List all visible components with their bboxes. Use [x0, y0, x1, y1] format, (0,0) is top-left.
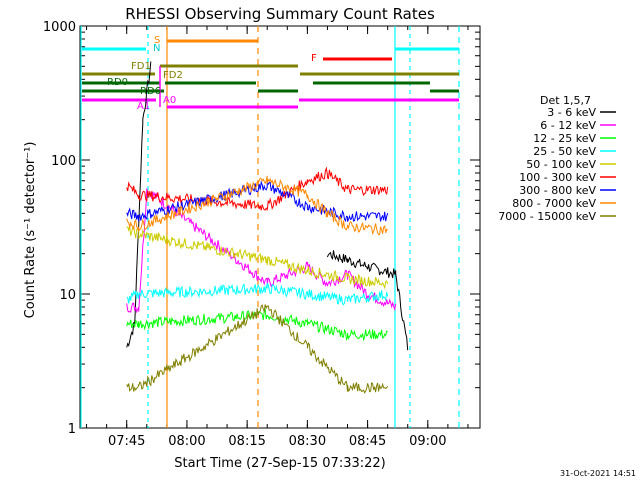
axes: 1 10 100 1000 07:45 08:00 08:15 08:30 08:45 09:00: [43, 20, 480, 449]
legend-entry: 800 - 7000 keV: [512, 197, 616, 210]
footer-timestamp: 31-Oct-2021 14:51: [560, 469, 636, 478]
annotation-n: N: [153, 43, 160, 54]
legend-entry: 7000 - 15000 keV: [498, 210, 616, 223]
x-tick-label: 08:00: [168, 434, 205, 449]
series-line-3: [126, 282, 389, 306]
legend-entry: 25 - 50 keV: [533, 145, 616, 158]
series-line-4: [126, 225, 389, 290]
legend-label: 100 - 300 keV: [519, 171, 596, 184]
series-line-2: [126, 307, 388, 342]
annotation-rd6: RD6: [140, 86, 161, 97]
legend-title: Det 1,5,7: [540, 94, 591, 107]
y-tick-label: 1: [68, 422, 76, 437]
y-tick-label: 10: [59, 288, 76, 303]
y-tick-label: 100: [51, 154, 76, 169]
attenuator-lines: [80, 26, 460, 428]
legend-label: 25 - 50 keV: [533, 145, 596, 158]
legend-label: 300 - 800 keV: [519, 184, 596, 197]
legend-entry: 50 - 100 keV: [526, 158, 616, 171]
x-tick-label: 08:15: [228, 434, 265, 449]
series-line-7: [126, 175, 388, 236]
annotation-fd2: FD2: [163, 70, 183, 81]
legend-label: 800 - 7000 keV: [512, 197, 596, 210]
legend-label: 12 - 25 keV: [533, 132, 596, 145]
series-line-0: [126, 61, 152, 348]
x-tick-label: 09:00: [409, 434, 446, 449]
x-tick-label: 08:45: [349, 434, 386, 449]
legend-entry: 3 - 6 keV: [547, 106, 616, 119]
series-line-0: [326, 250, 409, 351]
annotation-a1: A1: [137, 101, 150, 112]
annotation-s: S: [154, 35, 160, 46]
annotation-rd0: RD0: [107, 77, 128, 88]
annotation-a0: A0: [163, 95, 176, 106]
x-axis-label: Start Time (27-Sep-15 07:33:22): [174, 456, 385, 471]
series-layer: [126, 61, 409, 394]
state-bars: SN F FD1 FD2 RD0 RD6 A1 A0: [82, 35, 459, 112]
legend-label: 7000 - 15000 keV: [498, 210, 596, 223]
x-tick-label: 07:45: [108, 434, 145, 449]
legend-entry: 12 - 25 keV: [533, 132, 616, 145]
legend-entry: 100 - 300 keV: [519, 171, 616, 184]
y-axis-label: Count Rate (s⁻¹ detector⁻¹): [23, 142, 38, 319]
y-tick-label: 1000: [43, 20, 76, 35]
chart-title: RHESSI Observing Summary Count Rates: [125, 5, 435, 23]
series-line-6: [126, 180, 389, 223]
annotation-fd1: FD1: [131, 61, 151, 72]
legend-label: 3 - 6 keV: [547, 106, 596, 119]
legend-label: 50 - 100 keV: [526, 158, 596, 171]
annotation-f: F: [311, 53, 317, 64]
legend-label: 6 - 12 keV: [540, 119, 596, 132]
legend-entry: 300 - 800 keV: [519, 184, 616, 197]
legend-entry: 6 - 12 keV: [540, 119, 616, 132]
x-tick-label: 08:30: [289, 434, 326, 449]
plot-frame: [79, 25, 481, 429]
series-line-5: [126, 166, 389, 211]
series-line-8: [126, 304, 389, 394]
